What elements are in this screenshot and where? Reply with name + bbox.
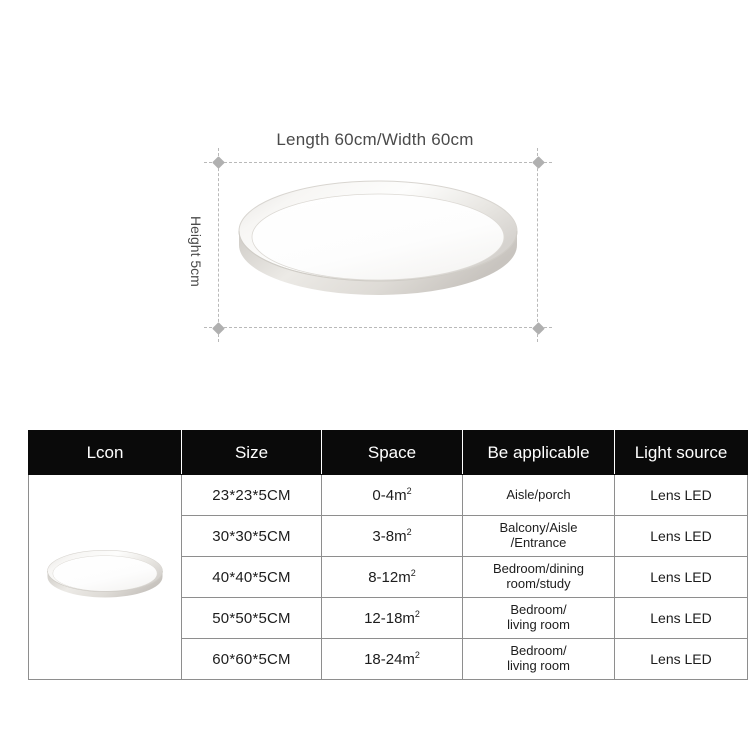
applicable-line: room/study: [506, 576, 571, 591]
height-dimension-label: Height 5cm: [188, 215, 204, 287]
applicable-line: Bedroom/: [510, 643, 567, 659]
dimension-line-left: [218, 148, 219, 342]
column-header-light-source: Light source: [614, 430, 748, 475]
dimension-line-right: [537, 148, 538, 342]
cell-size: 40*40*5CM: [181, 556, 322, 598]
cell-applicable: Balcony/Aisle/Entrance: [462, 515, 615, 557]
space-value: 18-24m: [364, 650, 415, 668]
cell-size: 50*50*5CM: [181, 597, 322, 639]
applicable-line: Aisle/porch: [506, 486, 571, 502]
applicable-line: Bedroom/dining: [492, 561, 585, 577]
cell-applicable: Bedroom/living room: [462, 638, 615, 680]
dimension-diagram: Length 60cm/Width 60cm Height 5cm: [188, 130, 552, 342]
applicable-line: living room: [507, 617, 570, 632]
specification-table: Lcon Size Space Be applicable Light sour…: [28, 430, 748, 680]
dimension-marker-top-right: [531, 155, 545, 169]
cell-applicable: Bedroom/dining room/study: [462, 556, 615, 598]
table-body: 23*23*5CM 0-4m2 Aisle/porch Lens LED 30*30*5…: [28, 474, 748, 680]
column-header-space: Space: [321, 430, 463, 475]
space-unit-exponent: 2: [406, 526, 412, 537]
column-header-icon: Lcon: [28, 430, 182, 475]
table-row: 23*23*5CM 0-4m2 Aisle/porch Lens LED: [28, 474, 748, 680]
cell-size: 30*30*5CM: [181, 515, 322, 557]
column-header-size: Size: [181, 430, 322, 475]
cell-size: 23*23*5CM: [181, 474, 322, 516]
cell-space: 18-24m2: [321, 638, 463, 680]
table-row: 50*50*5CM 12-18m2 Bedroom/living room Lens …: [29, 597, 748, 639]
cell-light-source: Lens LED: [614, 515, 748, 557]
space-unit-exponent: 2: [414, 608, 420, 619]
space-value: 12-18m: [364, 609, 415, 627]
cell-applicable: Aisle/porch: [462, 474, 615, 516]
dimension-line-top: [204, 162, 552, 163]
cell-light-source: Lens LED: [614, 556, 748, 598]
product-icon-cell: [28, 474, 182, 680]
table-row: 40*40*5CM 8-12m2 Bedroom/dining room/study L…: [29, 556, 748, 598]
cell-space: 12-18m2: [321, 597, 463, 639]
cell-light-source: Lens LED: [614, 638, 748, 680]
space-unit-exponent: 2: [414, 649, 420, 660]
cell-light-source: Lens LED: [614, 474, 748, 516]
cell-size: 60*60*5CM: [181, 638, 322, 680]
table-row: 60*60*5CM 18-24m2 Bedroom/living room Lens …: [29, 638, 748, 680]
applicable-line: Balcony/Aisle: [499, 520, 578, 536]
dimension-marker-top-left: [211, 155, 225, 169]
dimension-title: Length 60cm/Width 60cm: [276, 130, 474, 149]
dimension-marker-bottom-right: [531, 321, 545, 335]
cell-light-source: Lens LED: [614, 597, 748, 639]
cell-applicable: Bedroom/living room: [462, 597, 615, 639]
dimension-marker-bottom-left: [211, 321, 225, 335]
space-unit-exponent: 2: [406, 485, 412, 496]
applicable-line: living room: [507, 658, 570, 673]
ceiling-lamp-illustration: [238, 180, 518, 295]
cell-space: 0-4m2: [321, 474, 463, 516]
ceiling-lamp-icon: [47, 550, 163, 598]
cell-space: 8-12m2: [321, 556, 463, 598]
space-value: 3-8m: [372, 527, 407, 545]
dimension-line-bottom: [204, 327, 552, 328]
applicable-line: /Entrance: [510, 535, 567, 550]
space-value: 8-12m: [368, 568, 411, 586]
column-header-applicable: Be applicable: [462, 430, 615, 475]
space-unit-exponent: 2: [410, 567, 416, 578]
cell-space: 3-8m2: [321, 515, 463, 557]
dimension-frame: [204, 148, 552, 342]
table-header-row: Lcon Size Space Be applicable Light sour…: [28, 430, 748, 475]
applicable-line: Bedroom/: [510, 602, 567, 618]
space-value: 0-4m: [372, 486, 407, 504]
